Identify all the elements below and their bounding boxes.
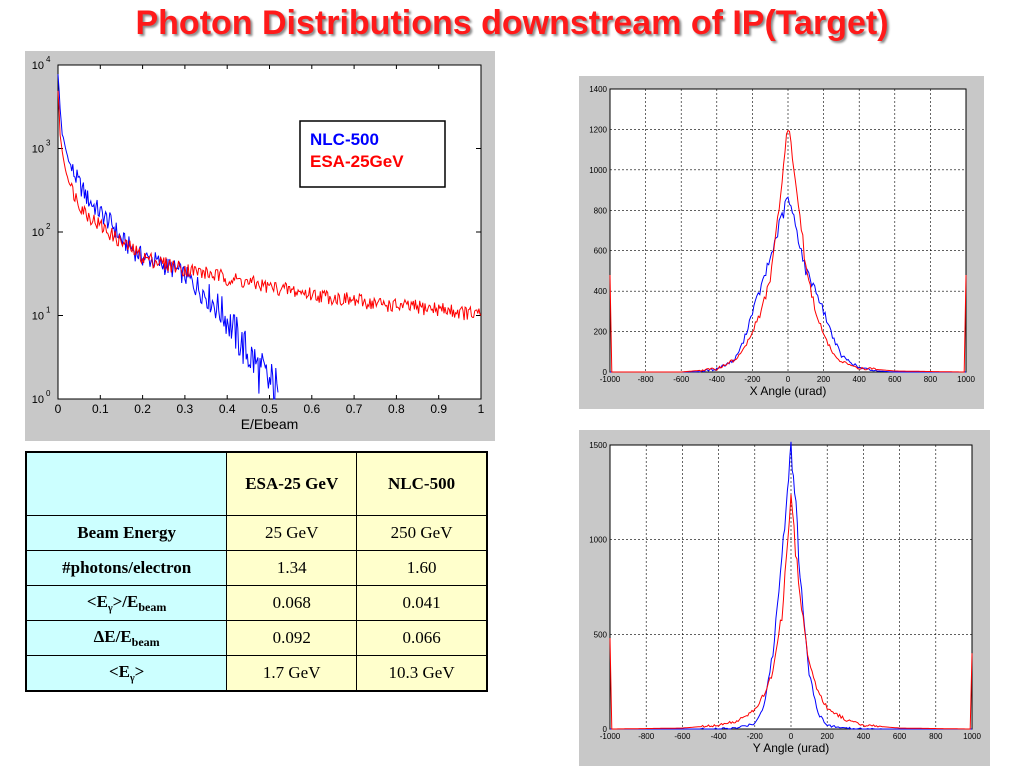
series-line-1 (609, 129, 967, 373)
column-header-esa: ESA-25 GeV (226, 451, 358, 516)
y-angle-chart: -1000 -800 -600 -400 -200 0 200 400 600 800 1000 0 5… (589, 441, 981, 755)
y-tick-exponent: 3 (46, 139, 51, 148)
x-tick-label: 200 (817, 375, 831, 384)
y-tick-exponent: 2 (46, 222, 51, 231)
table-cell: 0.068 (226, 585, 358, 621)
y-tick-exponent: 0 (46, 389, 51, 398)
legend-entry: ESA-25GeV (310, 152, 404, 171)
x-tick-label: 0.5 (261, 402, 278, 416)
x-tick-label: 0.7 (346, 402, 363, 416)
x-tick-label: 0.4 (219, 402, 236, 416)
table-cell: 0.041 (356, 585, 488, 621)
series-line-0 (610, 441, 972, 730)
series-line-1 (609, 494, 973, 730)
table-cell: 1.34 (226, 550, 358, 586)
table-cell: 1.7 GeV (226, 655, 358, 692)
page-title: Photon Distributions downstream of IP(Ta… (135, 4, 889, 42)
table-row: <Eγ> 1.7 GeV 10.3 GeV (25, 655, 488, 692)
legend-entry: NLC-500 (310, 130, 379, 149)
y-tick-label: 600 (594, 247, 608, 256)
x-axis-label: E/Ebeam (241, 416, 299, 432)
y-tick-exponent: 1 (46, 306, 51, 315)
energy-spectrum-chart: 0 0.1 0.2 0.3 0.4 0.5 0.6 0.7 0.8 0.9 110010110210… (32, 55, 485, 432)
x-tick-label: 400 (853, 375, 867, 384)
x-axis-label: Y Angle (urad) (753, 741, 830, 755)
y-tick-label: 10 (32, 311, 44, 323)
x-tick-label: 200 (821, 732, 835, 741)
x-tick-label: 1000 (957, 375, 975, 384)
table-cell: 250 GeV (356, 515, 488, 551)
table-row: #photons/electron 1.34 1.60 (25, 550, 488, 586)
x-angle-panel: -1000 -800 -600 -400 -200 0 200 400 600 800 1000 0 2… (579, 76, 984, 409)
y-tick-label: 800 (594, 206, 608, 215)
x-axis-label: X Angle (urad) (750, 384, 827, 398)
x-tick-label: 0.6 (303, 402, 320, 416)
x-tick-label: 1000 (963, 732, 981, 741)
y-tick-label: 1000 (589, 166, 607, 175)
table-row: ΔE/Ebeam 0.092 0.066 (25, 620, 488, 656)
x-tick-label: -200 (744, 375, 761, 384)
x-tick-label: -400 (711, 732, 728, 741)
x-tick-label: 0.9 (430, 402, 447, 416)
table-cell: 25 GeV (226, 515, 358, 551)
series-line-nlc-500 (57, 74, 279, 400)
y-tick-label: 10 (32, 394, 44, 406)
column-header-nlc: NLC-500 (356, 451, 488, 516)
x-tick-label: 0.1 (92, 402, 109, 416)
y-tick-label: 10 (32, 144, 44, 156)
y-tick-label: 0 (603, 368, 608, 377)
x-tick-label: -400 (709, 375, 726, 384)
table-cell: 0.066 (356, 620, 488, 656)
row-label-mean-photon-energy: <Eγ> (25, 655, 228, 692)
x-tick-label: 0.2 (134, 402, 151, 416)
y-tick-label: 1400 (589, 85, 607, 94)
y-tick-label: 10 (32, 60, 44, 72)
x-tick-label: -800 (638, 375, 655, 384)
y-tick-label: 200 (594, 328, 608, 337)
legend-box (299, 120, 446, 188)
x-tick-label: 0 (786, 375, 791, 384)
row-label-energy-spread: ΔE/Ebeam (25, 620, 228, 656)
row-label-mean-energy-fraction: <Eγ>/Ebeam (25, 585, 228, 621)
y-tick-exponent: 4 (46, 55, 51, 64)
x-tick-label: -200 (747, 732, 764, 741)
x-tick-label: -800 (638, 732, 655, 741)
y-tick-label: 400 (594, 287, 608, 296)
x-tick-label: -1000 (600, 732, 621, 741)
table-corner-cell (25, 451, 228, 516)
energy-spectrum-panel: 0 0.1 0.2 0.3 0.4 0.5 0.6 0.7 0.8 0.9 1 10 0 10 1 10 2 10… (25, 51, 495, 441)
series-line-esa-25gev (57, 90, 482, 321)
plot-area (57, 64, 482, 400)
y-tick-label: 500 (594, 630, 608, 639)
y-tick-label: 1000 (589, 536, 607, 545)
x-tick-label: 600 (888, 375, 902, 384)
x-tick-label: 600 (893, 732, 907, 741)
x-tick-label: 400 (857, 732, 871, 741)
table-cell: 1.60 (356, 550, 488, 586)
y-tick-label: 1200 (589, 125, 607, 134)
y-angle-panel: -1000 -800 -600 -400 -200 0 200 400 600 800 1000 0 5… (579, 430, 990, 766)
x-tick-label: -1000 (600, 375, 621, 384)
x-tick-label: 0.8 (388, 402, 405, 416)
row-label-photons-per-electron: #photons/electron (25, 550, 228, 586)
x-tick-label: 800 (924, 375, 938, 384)
x-tick-label: 0 (55, 402, 62, 416)
x-tick-label: 0 (789, 732, 794, 741)
row-label-beam-energy: Beam Energy (25, 515, 228, 551)
table-row: <Eγ>/Ebeam 0.068 0.041 (25, 585, 488, 621)
x-tick-label: 1 (478, 402, 485, 416)
x-tick-label: 800 (929, 732, 943, 741)
y-tick-label: 10 (32, 227, 44, 239)
beam-parameter-table: ESA-25 GeV NLC-500 Beam Energy 25 GeV 25… (25, 451, 488, 692)
table-row: Beam Energy 25 GeV 250 GeV (25, 515, 488, 551)
y-tick-label: 1500 (589, 441, 607, 450)
y-tick-label: 0 (603, 725, 608, 734)
x-tick-label: -600 (674, 732, 691, 741)
table-cell: 0.092 (226, 620, 358, 656)
table-header-row: ESA-25 GeV NLC-500 (25, 451, 488, 516)
x-tick-label: -600 (673, 375, 690, 384)
x-angle-chart: -1000 -800 -600 -400 -200 0 200 400 600 800 1000 0 2… (589, 85, 975, 398)
table-cell: 10.3 GeV (356, 655, 488, 692)
x-tick-label: 0.3 (177, 402, 194, 416)
